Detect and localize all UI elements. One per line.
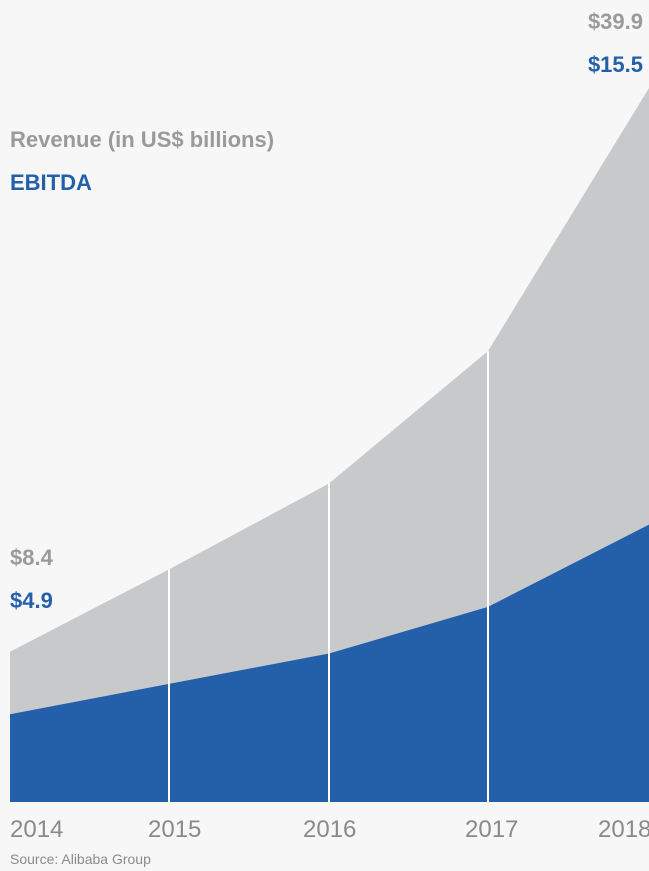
x-tick-label-2015: 2015 xyxy=(148,816,202,843)
source-note: Source: Alibaba Group xyxy=(10,851,151,867)
x-tick-label-2017: 2017 xyxy=(465,816,519,843)
end-label-ebitda: $15.5 xyxy=(587,52,643,77)
x-tick-label-2014: 2014 xyxy=(10,816,64,843)
x-tick-label-2016: 2016 xyxy=(303,816,357,843)
start-label-revenue: $8.4 xyxy=(10,545,53,570)
legend-revenue: Revenue (in US$ billions) xyxy=(10,127,275,152)
x-tick-label-2018: 2018 xyxy=(598,816,649,843)
start-label-ebitda: $4.9 xyxy=(10,588,53,613)
legend-ebitda: EBITDA xyxy=(10,170,92,195)
end-label-revenue: $39.9 xyxy=(587,9,643,34)
